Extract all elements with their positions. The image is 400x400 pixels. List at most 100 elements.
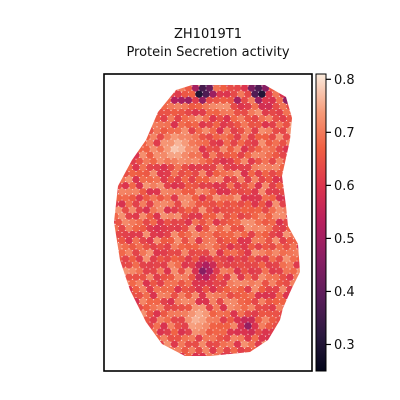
spot: [219, 194, 228, 202]
spot: [167, 310, 175, 318]
spot: [174, 114, 182, 123]
spot: [216, 188, 224, 196]
spot: [226, 304, 235, 312]
spot: [237, 334, 245, 342]
spot: [223, 261, 231, 269]
spot: [265, 139, 273, 147]
spot: [125, 175, 133, 184]
spot: [219, 340, 228, 348]
spot: [237, 212, 245, 220]
spot: [254, 194, 263, 202]
spot: [216, 175, 224, 184]
spot: [254, 218, 263, 226]
spot: [174, 236, 182, 245]
spot: [275, 304, 284, 312]
spot: [163, 291, 172, 300]
spot: [254, 328, 263, 336]
spot: [244, 249, 252, 257]
spot: [240, 340, 249, 348]
spot: [184, 328, 193, 336]
spot: [237, 163, 245, 172]
spot: [237, 297, 245, 306]
spot: [265, 285, 273, 294]
spot: [128, 206, 137, 214]
spot: [219, 316, 228, 324]
spot: [132, 224, 140, 233]
spot: [163, 169, 172, 178]
spot: [226, 279, 235, 287]
spot: [170, 279, 179, 287]
spot: [230, 200, 238, 208]
spot: [247, 218, 256, 226]
spot: [198, 267, 207, 275]
spot: [244, 188, 252, 196]
spot: [188, 346, 196, 355]
spot: [230, 297, 238, 306]
spot: [223, 236, 231, 245]
spot: [184, 96, 193, 105]
spot: [160, 188, 168, 196]
spot: [230, 127, 238, 135]
spot: [195, 90, 203, 98]
spot: [275, 279, 284, 287]
spot: [237, 90, 245, 98]
spot: [202, 261, 210, 269]
spot: [223, 200, 231, 208]
spot: [240, 157, 249, 165]
spot: [153, 249, 161, 257]
spot: [216, 212, 224, 220]
spot: [170, 182, 179, 190]
spot: [181, 273, 189, 281]
spot: [216, 261, 224, 269]
spot: [128, 243, 137, 251]
spot: [240, 96, 249, 105]
spot: [163, 157, 172, 165]
spot: [191, 206, 200, 214]
spot: [191, 291, 200, 300]
spot: [237, 114, 245, 123]
spot: [188, 224, 196, 233]
spot: [226, 328, 235, 336]
spot: [188, 102, 196, 111]
spot: [149, 182, 158, 190]
spot: [233, 182, 242, 190]
spot: [212, 133, 221, 141]
spot: [251, 139, 259, 147]
spot: [142, 145, 151, 153]
spot: [223, 212, 231, 220]
spot: [198, 243, 207, 251]
spot: [219, 145, 228, 153]
spot: [163, 108, 172, 117]
spot: [156, 304, 165, 312]
spot: [125, 212, 133, 220]
colorbar-ticks: 0.3 0.4 0.5 0.6 0.7 0.8: [326, 73, 355, 353]
spot: [184, 169, 193, 178]
spot: [209, 310, 217, 318]
spot: [156, 157, 165, 165]
spot: [163, 218, 172, 226]
spot: [198, 169, 207, 178]
spot: [275, 169, 284, 178]
spot: [132, 175, 140, 184]
spot: [275, 230, 284, 239]
spot: [272, 285, 280, 294]
spot: [233, 121, 242, 129]
spot: [240, 133, 249, 141]
spot: [251, 200, 259, 208]
spot: [202, 273, 210, 281]
spot: [177, 145, 186, 153]
spot: [254, 157, 263, 165]
spot: [195, 310, 203, 318]
spot: [268, 96, 277, 105]
spot: [265, 151, 273, 159]
spot: [167, 151, 175, 159]
spot: [258, 90, 266, 98]
spot: [149, 133, 158, 141]
spot: [121, 255, 130, 263]
spot: [202, 114, 210, 123]
spot: [195, 175, 203, 184]
spot: [293, 261, 300, 269]
spot: [209, 236, 217, 245]
spot: [216, 249, 224, 257]
spot: [251, 114, 259, 123]
